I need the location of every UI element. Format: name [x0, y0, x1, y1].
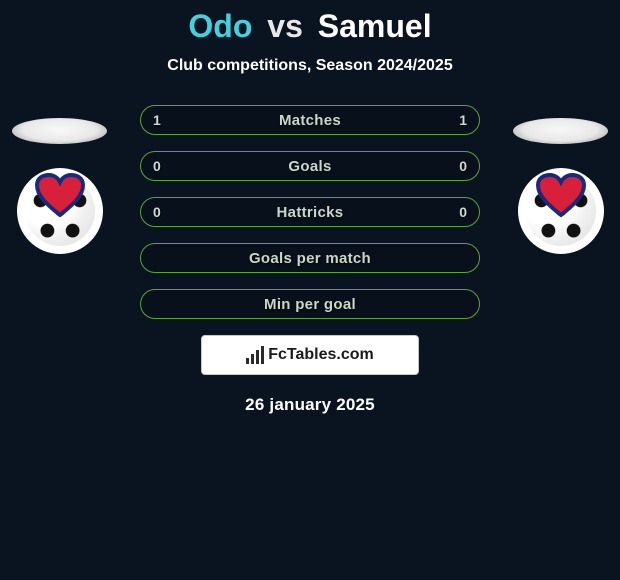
vs-label: vs	[267, 8, 303, 44]
brand-text: FcTables.com	[268, 346, 374, 364]
stat-left-value: 0	[153, 204, 161, 220]
page-title: Odo vs Samuel	[0, 8, 620, 45]
bar	[261, 346, 264, 364]
halo-icon	[12, 118, 107, 144]
stat-right-value: 0	[459, 204, 467, 220]
stat-row-goals: 0 Goals 0	[140, 151, 480, 181]
player1-club-logo	[17, 168, 103, 254]
stat-left-value: 0	[153, 158, 161, 174]
stat-row-hattricks: 0 Hattricks 0	[140, 197, 480, 227]
stat-label: Min per goal	[264, 296, 356, 313]
stat-row-goals-per-match: Goals per match	[140, 243, 480, 273]
bar	[256, 350, 259, 364]
player2-club-logo	[518, 168, 604, 254]
stat-label: Hattricks	[277, 204, 344, 221]
player1-name: Odo	[188, 8, 252, 44]
bar	[251, 354, 254, 364]
brand-badge: FcTables.com	[201, 335, 419, 375]
stat-right-value: 0	[459, 158, 467, 174]
player1-avatar-area	[12, 118, 107, 254]
date-label: 26 january 2025	[0, 395, 620, 415]
stat-label: Goals	[288, 158, 331, 175]
bar-chart-icon	[246, 346, 264, 364]
heart-icon	[35, 173, 85, 217]
stat-row-matches: 1 Matches 1	[140, 105, 480, 135]
player2-avatar-area	[513, 118, 608, 254]
stat-label: Matches	[279, 112, 341, 129]
halo-icon	[513, 118, 608, 144]
bar	[246, 358, 249, 364]
subtitle: Club competitions, Season 2024/2025	[0, 57, 620, 75]
stat-label: Goals per match	[249, 250, 371, 267]
stats-list: 1 Matches 1 0 Goals 0 0 Hattricks 0 Goal…	[140, 105, 480, 319]
comparison-card: Odo vs Samuel Club competitions, Season …	[0, 0, 620, 415]
heart-icon	[536, 173, 586, 217]
stat-row-min-per-goal: Min per goal	[140, 289, 480, 319]
stat-right-value: 1	[459, 112, 467, 128]
stat-left-value: 1	[153, 112, 161, 128]
player2-name: Samuel	[318, 8, 432, 44]
